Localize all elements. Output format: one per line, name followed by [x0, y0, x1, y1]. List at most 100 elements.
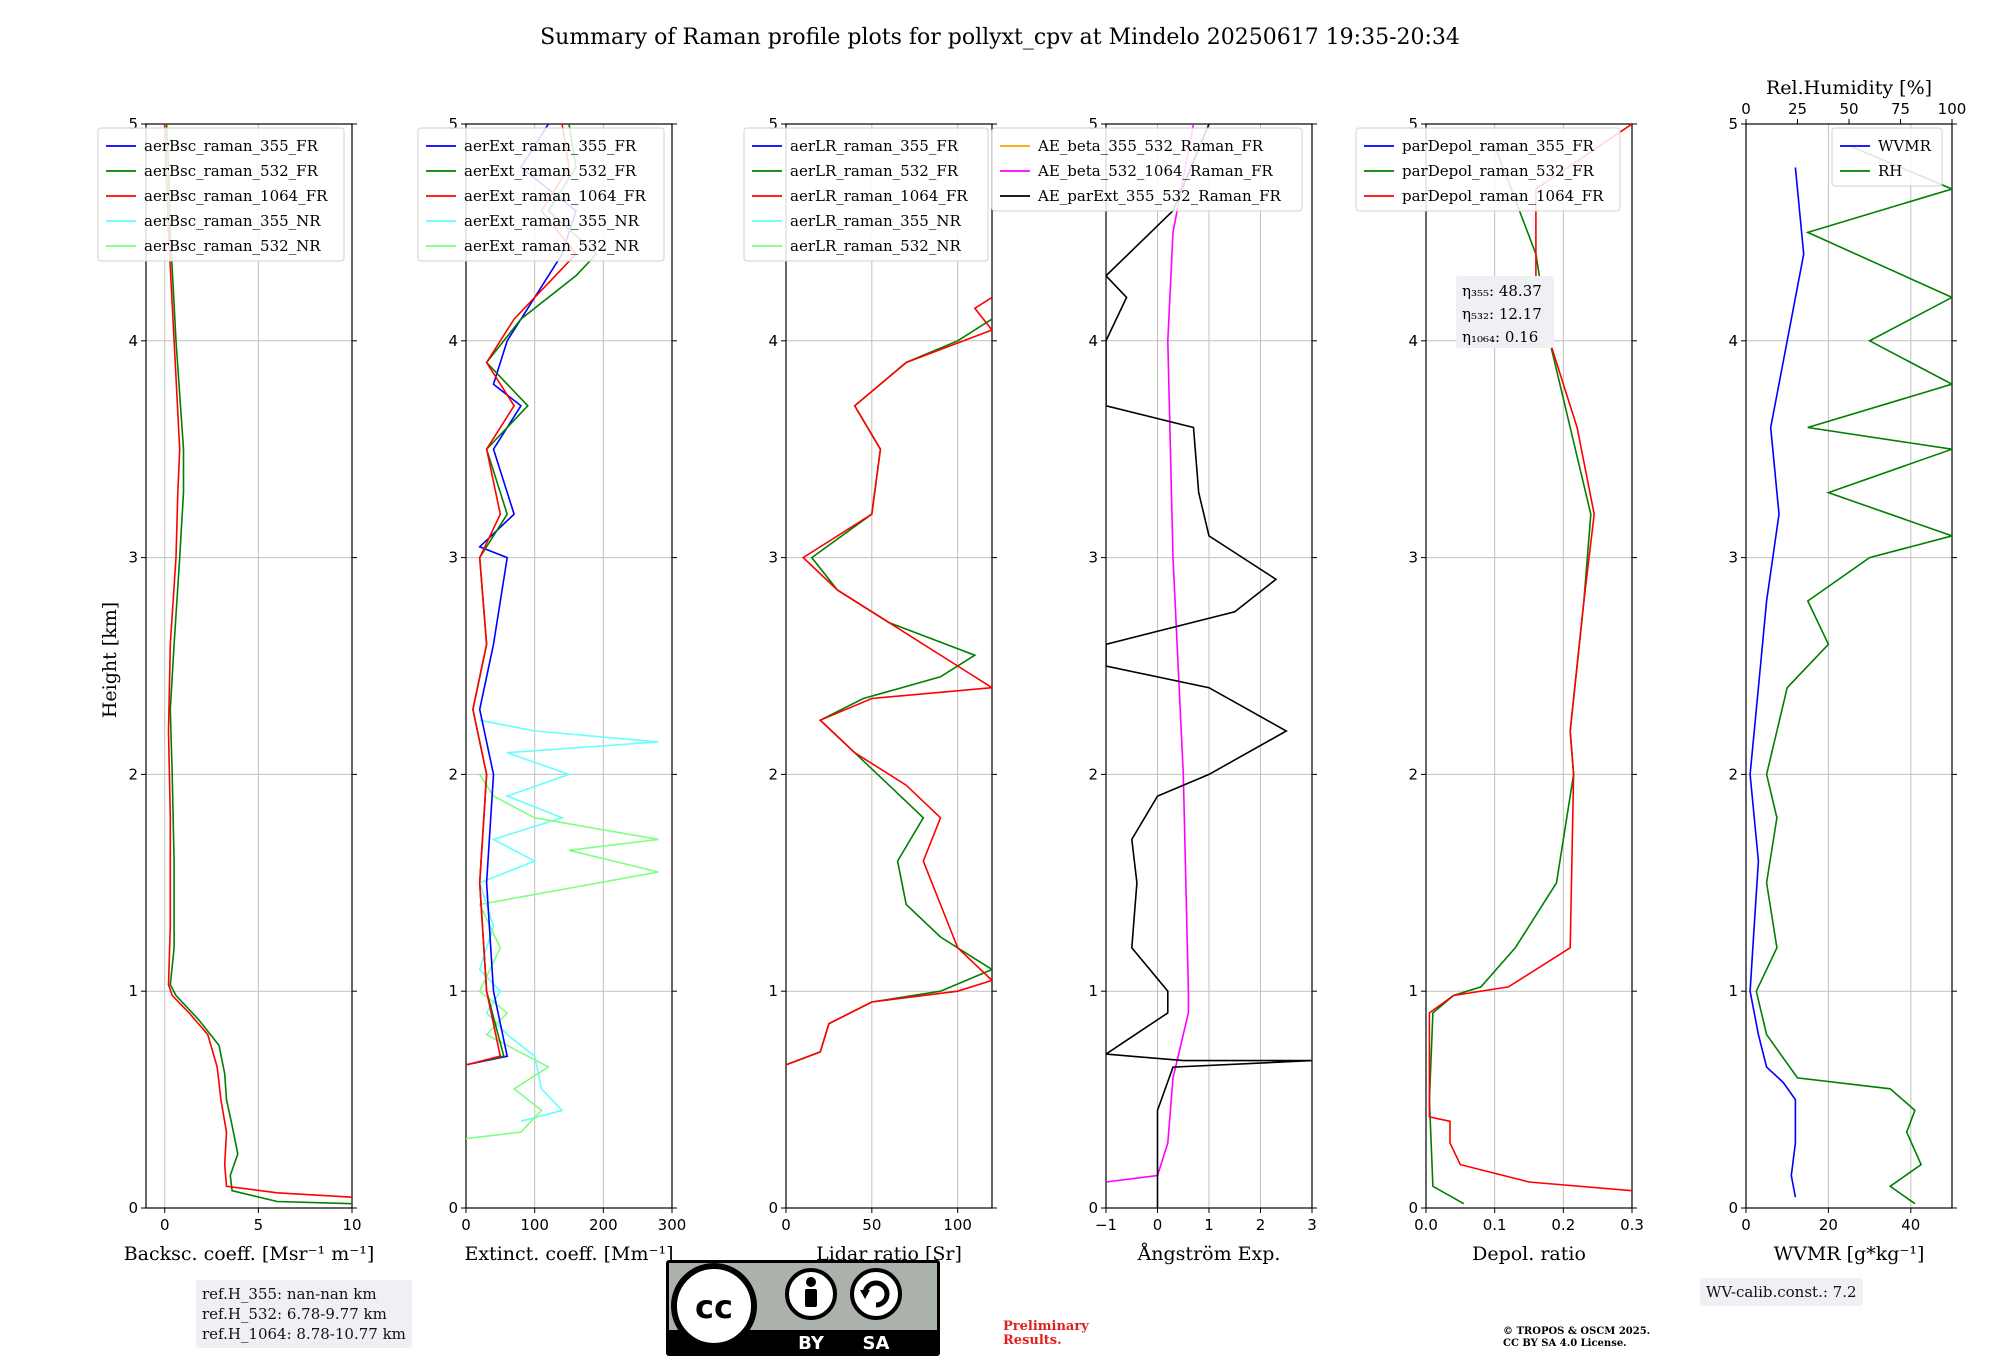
legend-box [1355, 127, 1621, 212]
legend-label: aerBsc_raman_532_FR [144, 162, 319, 180]
series-line-aerBsc_raman_532_FR [165, 124, 352, 1205]
copyright-line: © TROPOS & OSCM 2025. [1503, 1326, 1651, 1337]
y-tick-label: 0 [1728, 1199, 1738, 1217]
y-tick-label: 5 [128, 115, 138, 133]
x-axis-label: Backsc. coeff. [Msr⁻¹ m⁻¹] [124, 1243, 375, 1265]
y-tick-label: 2 [448, 765, 458, 783]
x-tick-label: 0.0 [1414, 1216, 1438, 1234]
series-line-aerLR_raman_1064_FR [786, 296, 992, 1066]
legend-label: parDepol_raman_1064_FR [1402, 187, 1604, 205]
legend-label: aerExt_raman_355_NR [464, 212, 640, 230]
legend-label: aerLR_raman_355_FR [790, 137, 959, 155]
top-x-tick-label: 50 [1839, 100, 1858, 118]
axes-frame [465, 123, 673, 1209]
legend-label: parDepol_raman_355_FR [1402, 137, 1595, 155]
y-tick-label: 1 [128, 982, 138, 1000]
cc-icon: cc [695, 1288, 733, 1326]
top-x-tick-label: 75 [1891, 100, 1910, 118]
legend-label: WVMR [1878, 137, 1932, 155]
y-tick-label: 2 [1088, 765, 1098, 783]
series-line-aerBsc_raman_1064_FR [163, 124, 352, 1198]
x-tick-label: 0 [781, 1216, 791, 1234]
legend-label: aerBsc_raman_532_NR [144, 237, 321, 255]
legend: aerLR_raman_355_FR aerLR_raman_532_FR aerL… [743, 127, 989, 262]
legend-label: aerLR_raman_532_FR [790, 162, 959, 180]
y-tick-label: 4 [128, 332, 138, 350]
by-label: BY [798, 1333, 825, 1354]
annotation-line: η₁₀₆₄: 0.16 [1462, 328, 1538, 346]
y-tick-label: 1 [1088, 982, 1098, 1000]
y-tick-label: 2 [128, 765, 138, 783]
top-x-tick-label: 0 [1741, 100, 1751, 118]
axes-frame [1745, 123, 1953, 1209]
y-tick-label: 2 [1728, 765, 1738, 783]
legend-label: aerLR_raman_355_NR [790, 212, 961, 230]
legend: aerBsc_raman_355_FR aerBsc_raman_532_FRae… [97, 127, 345, 262]
y-tick-label: 2 [1408, 765, 1418, 783]
panel-dep: 0 1 2 3 4 5 0.0 0.1 0.2 0.3 Depol. ratio parDepol_r… [1355, 115, 1644, 1265]
panel-bsc: 0 1 2 3 4 5 0 5 10 Backsc. coeff. [Msr⁻¹ m⁻¹] aerB… [97, 115, 375, 1265]
y-tick-label: 3 [1408, 549, 1418, 567]
legend-label: aerBsc_raman_1064_FR [144, 187, 328, 205]
series-line-WVMR [1749, 167, 1805, 1198]
axes-frame [145, 123, 353, 1209]
legend: parDepol_raman_355_FR parDepol_raman_532_… [1355, 127, 1621, 212]
x-tick-label: 5 [254, 1216, 264, 1234]
panel-ext: 0 1 2 3 4 5 0 100 200 300 Extinct. coeff. [Mm⁻¹] ae… [417, 115, 686, 1265]
y-tick-label: 1 [1728, 982, 1738, 1000]
x-tick-label: 100 [520, 1216, 549, 1234]
preliminary-line: Preliminary [1003, 1319, 1089, 1334]
y-tick-label: 3 [1728, 549, 1738, 567]
y-tick-label: 3 [128, 549, 138, 567]
annotation-box: η₃₅₅: 48.37 η₅₃₂: 12.17 η₁₀₆₄: 0.16 [1456, 276, 1554, 348]
x-tick-label: 0.2 [1551, 1216, 1575, 1234]
y-tick-label: 5 [768, 115, 778, 133]
legend-label: aerBsc_raman_355_NR [144, 212, 321, 230]
legend-label: RH [1878, 162, 1902, 180]
reference-height-box: ref.H_355: nan-nan km ref.H_532: 6.78-9.… [196, 1280, 412, 1348]
legend-label: aerExt_raman_532_NR [464, 237, 640, 255]
wv-calibration-box: WV-calib.const.: 7.2 [1700, 1278, 1863, 1306]
series-line-aerExt_raman_1064_FR [466, 124, 577, 1066]
y-tick-label: 1 [448, 982, 458, 1000]
y-tick-label: 1 [768, 982, 778, 1000]
series-line-RH [1755, 144, 1952, 1205]
y-tick-label: 5 [1088, 115, 1098, 133]
x-axis-label: Depol. ratio [1472, 1243, 1586, 1265]
legend-box [991, 127, 1303, 212]
y-tick-label: 0 [448, 1199, 458, 1217]
ref-line: ref.H_1064: 8.78-10.77 km [202, 1325, 406, 1343]
preliminary-line: Results. [1003, 1333, 1062, 1348]
y-axis-label: Height [km] [99, 602, 121, 718]
y-tick-label: 5 [1408, 115, 1418, 133]
figure-title: Summary of Raman profile plots for polly… [540, 25, 1460, 50]
series-line-aerExt_raman_532_NR [466, 773, 659, 1140]
x-tick-label: 10 [342, 1216, 361, 1234]
legend-label: AE_beta_532_1064_Raman_FR [1037, 162, 1273, 180]
legend: AE_beta_355_532_Raman_FR AE_beta_532_1064… [991, 127, 1303, 212]
legend-label: AE_beta_355_532_Raman_FR [1037, 137, 1264, 155]
top-x-tick-label: 100 [1938, 100, 1967, 118]
x-tick-label: 50 [862, 1216, 881, 1234]
ref-line: ref.H_355: nan-nan km [202, 1285, 377, 1303]
y-tick-label: 4 [1088, 332, 1098, 350]
legend: WVMR RH [1831, 127, 1943, 187]
y-tick-label: 4 [1728, 332, 1738, 350]
x-tick-label: 2 [1256, 1216, 1266, 1234]
cc-by-sa-badge: cc BY SA [666, 1260, 940, 1356]
preliminary-note: Preliminary Results. [1003, 1320, 1089, 1348]
series-line-aerExt_raman_355_NR [478, 719, 659, 1123]
x-axis-label: Ångström Exp. [1137, 1243, 1281, 1265]
x-axis-label: WVMR [g*kg⁻¹] [1774, 1243, 1925, 1265]
top-x-axis-label: Rel.Humidity [%] [1766, 77, 1932, 99]
series-line-AE_beta_532_1064_Raman_FR [1106, 124, 1195, 1183]
legend-box [743, 127, 989, 262]
x-tick-label: 0.1 [1483, 1216, 1507, 1234]
y-tick-label: 3 [768, 549, 778, 567]
x-tick-label: 100 [943, 1216, 972, 1234]
y-tick-label: 1 [1408, 982, 1418, 1000]
